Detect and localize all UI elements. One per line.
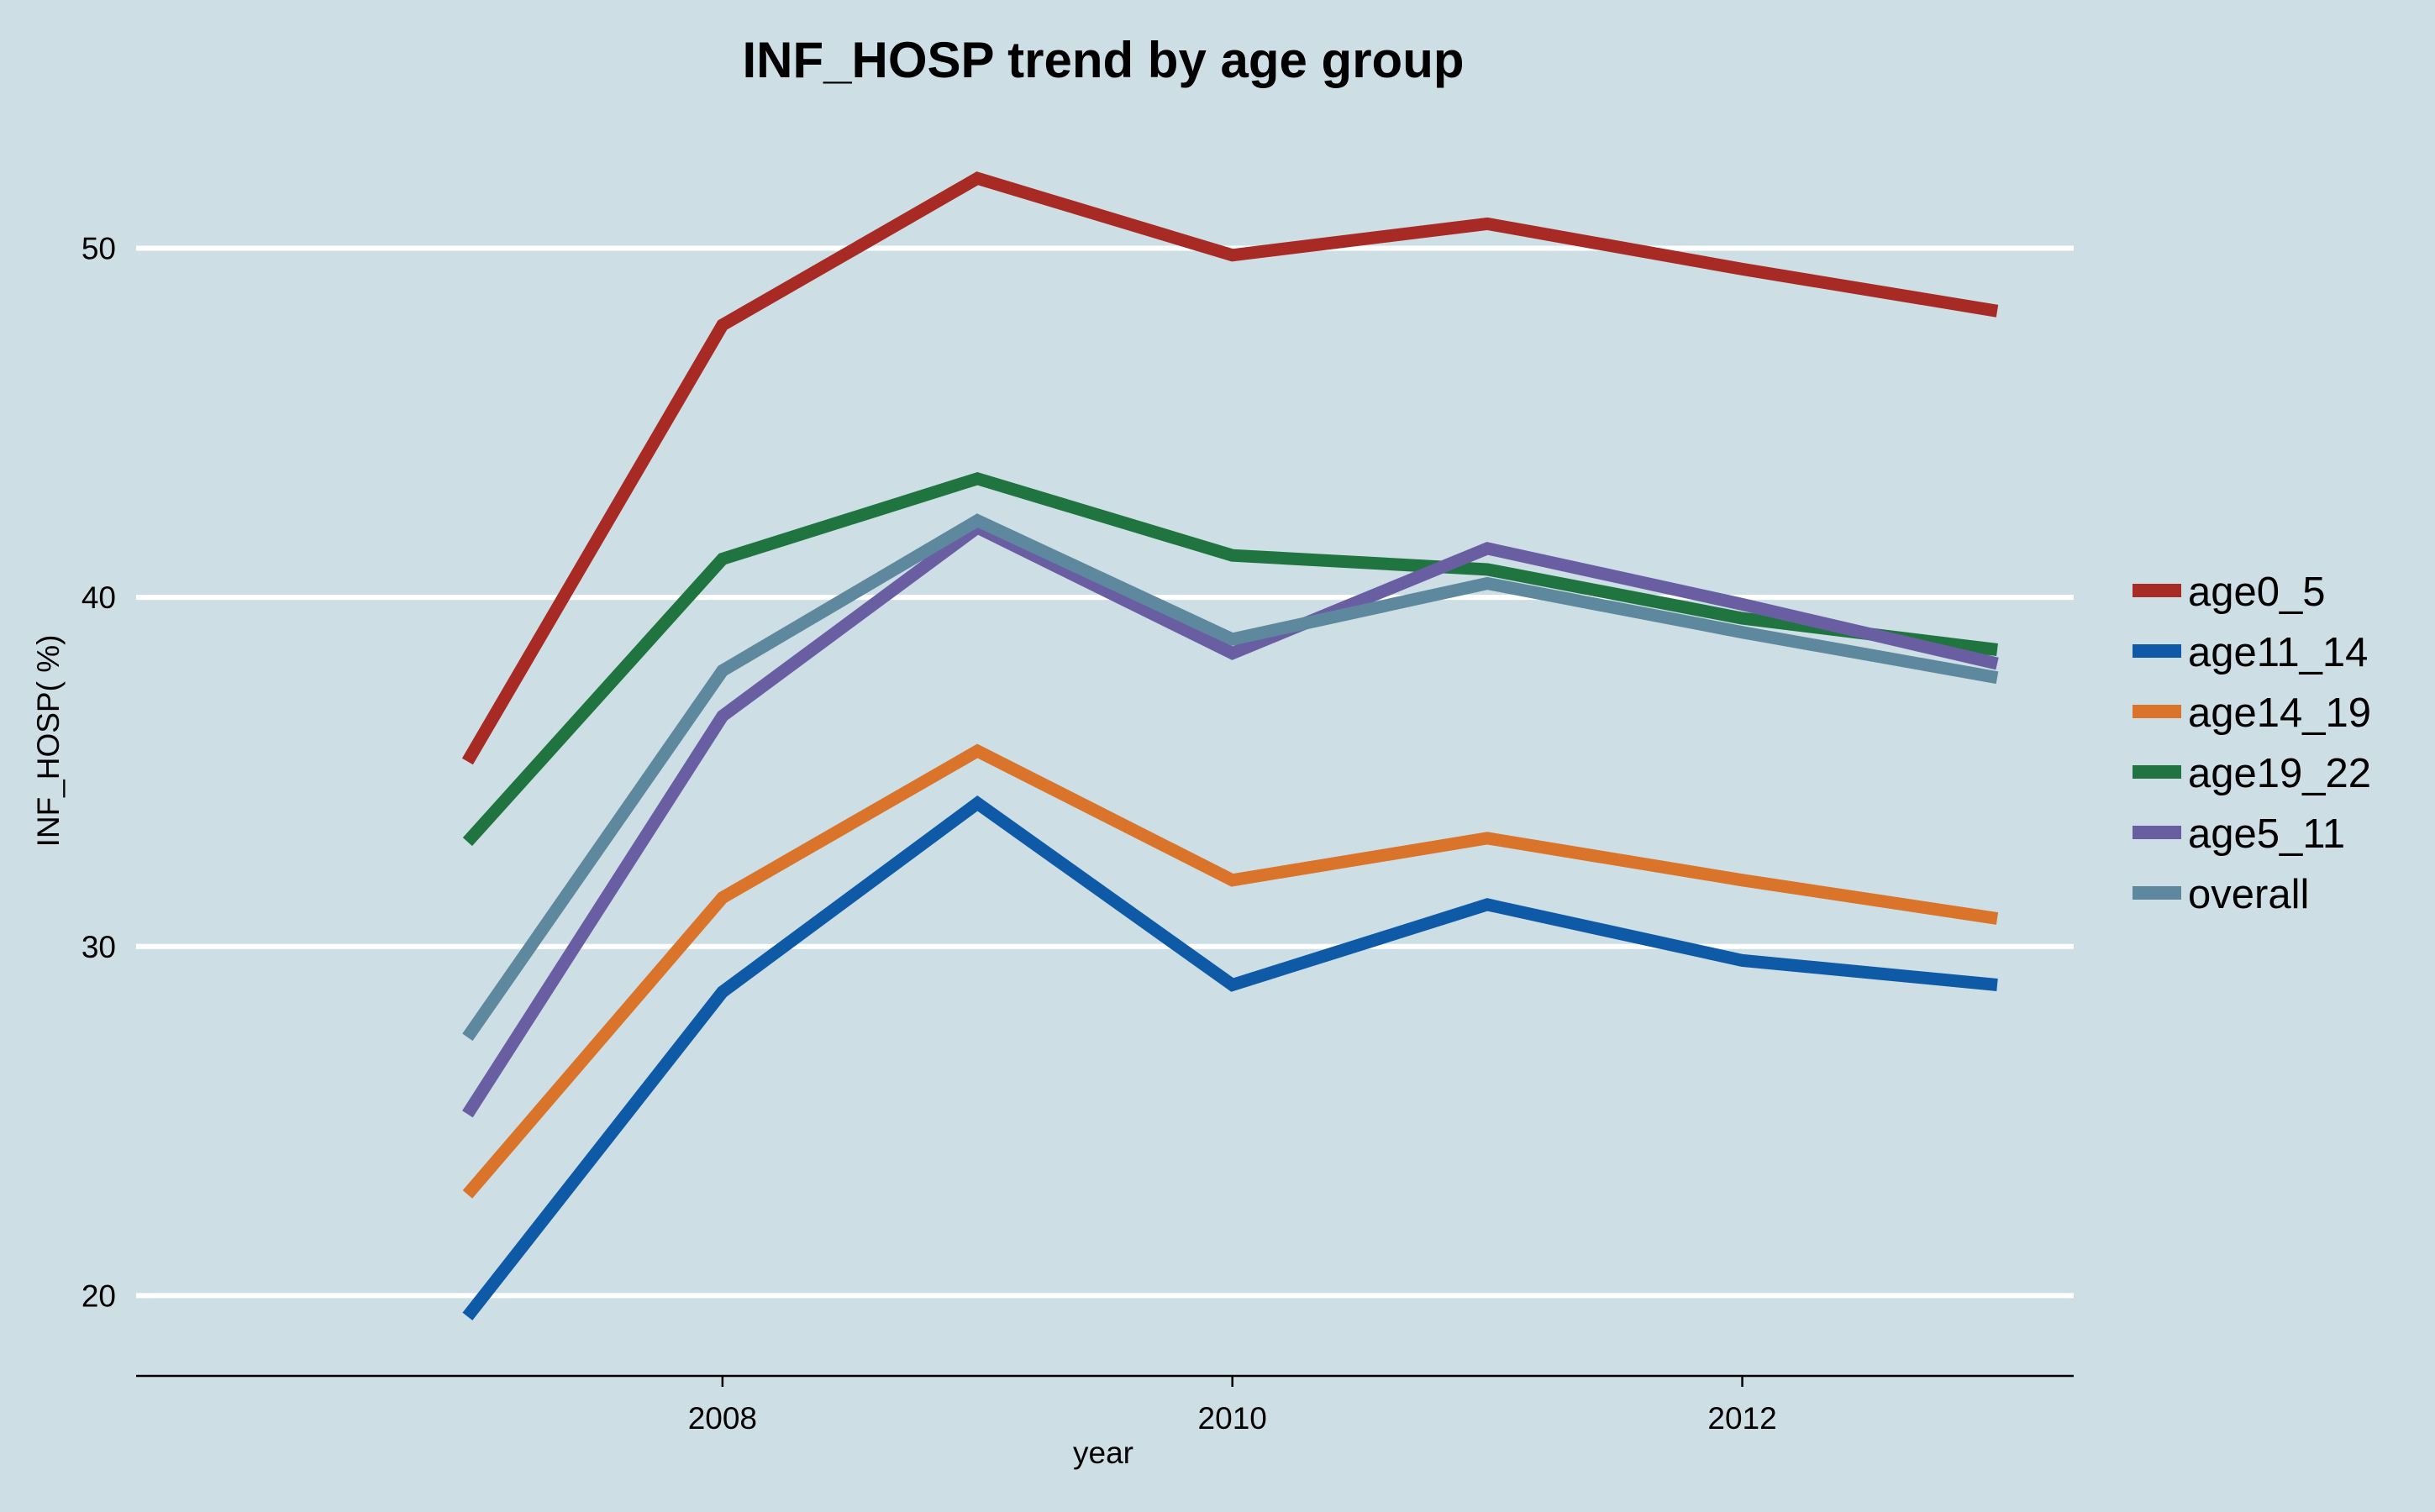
series-line-age0-5	[461, 171, 1999, 765]
legend-swatch	[2133, 886, 2181, 900]
legend-swatch	[2133, 705, 2181, 718]
y-tick-label: 50	[82, 231, 116, 265]
legend-label: age5_11	[2188, 811, 2345, 857]
legend-swatch	[2133, 644, 2181, 658]
x-tick-label: 2010	[1198, 1401, 1267, 1436]
legend-swatch	[2133, 765, 2181, 779]
series-line-age11-14	[462, 795, 1998, 1320]
y-axis-label: INF_HOSP( %)	[31, 635, 66, 848]
y-tick-label: 30	[82, 930, 116, 964]
series-line-age14-19	[462, 743, 1999, 1199]
legend-label: age19_22	[2188, 751, 2371, 796]
axes: 20 30 40 50 2008 2010 2012	[82, 231, 2074, 1436]
series-line-age19-22	[462, 471, 1998, 847]
x-tick-label: 2012	[1707, 1401, 1776, 1436]
chart-title: INF_HOSP trend by age group	[742, 32, 1464, 88]
series-line-age5-11	[462, 520, 1999, 1118]
series-lines	[461, 171, 1999, 1320]
legend-label: age11_14	[2188, 630, 2368, 675]
legend-label: age14_19	[2188, 690, 2371, 736]
x-axis-label: year	[1073, 1436, 1133, 1470]
x-tick-label: 2008	[688, 1401, 757, 1436]
y-tick-label: 40	[82, 580, 116, 615]
legend-swatch	[2133, 584, 2181, 597]
y-tick-label: 20	[82, 1278, 116, 1313]
legend-swatch	[2133, 826, 2181, 839]
legend-label: age0_5	[2188, 570, 2326, 615]
legend-label: overall	[2188, 872, 2309, 917]
series-line-overall	[462, 513, 1999, 1042]
legend: age0_5 age11_14 age14_19 age19_22 age5_11ove…	[2133, 570, 2371, 917]
